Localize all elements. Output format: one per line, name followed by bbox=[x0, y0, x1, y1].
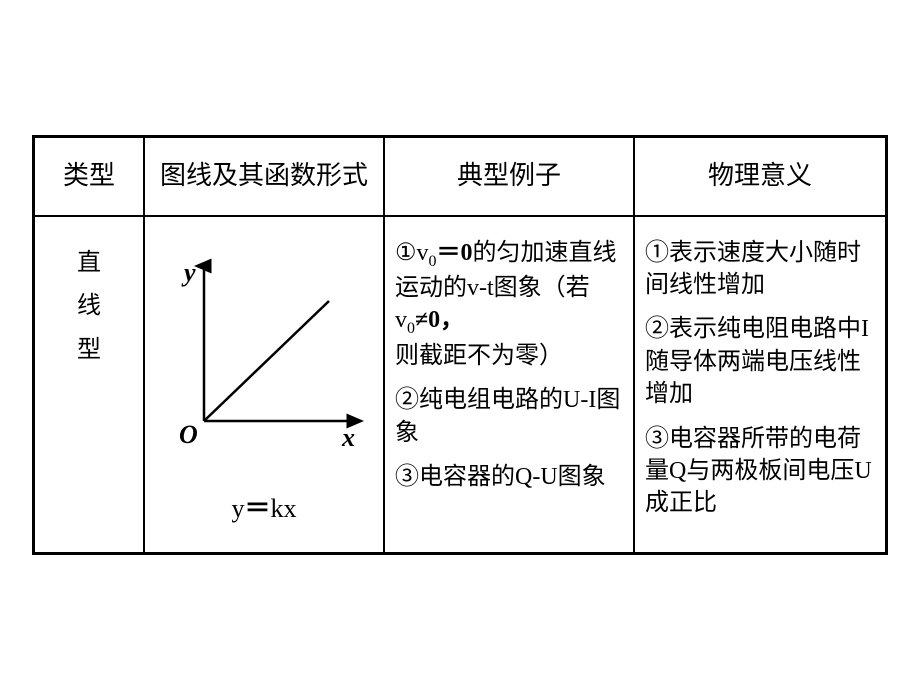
x-axis-label: x bbox=[341, 423, 355, 451]
eq-equals: ＝ bbox=[244, 494, 270, 523]
ex1-prefix: ①v bbox=[395, 240, 429, 266]
ex1-bold2: ≠0， bbox=[415, 307, 464, 333]
table-body-row: 直 线 型 y x O bbox=[35, 217, 885, 552]
ex1-suffix: 则截距不为零） bbox=[395, 343, 563, 369]
type-char-1: 直 bbox=[77, 247, 101, 281]
meaning-3: ③电容器所带的电荷量Q与两极板间电压U成正比 bbox=[645, 423, 875, 520]
header-examples: 典型例子 bbox=[385, 138, 635, 214]
physics-table: 类型 图线及其函数形式 典型例子 物理意义 直 线 型 bbox=[32, 135, 888, 555]
example-3: ③电容器的Q-U图象 bbox=[395, 461, 606, 493]
meaning-1: ①表示速度大小随时间线性增加 bbox=[645, 237, 875, 302]
eq-kx: kx bbox=[271, 494, 297, 523]
type-cell: 直 线 型 bbox=[35, 217, 145, 552]
header-type: 类型 bbox=[35, 138, 145, 214]
header-graph: 图线及其函数形式 bbox=[145, 138, 385, 214]
ex1-sub1: 0 bbox=[429, 252, 437, 269]
examples-cell: ①v0＝0的匀加速直线运动的v-t图象（若v0≠0，则截距不为零） ②纯电组电路… bbox=[385, 217, 635, 552]
meaning-2: ②表示纯电阻电路中I随导体两端电压线性增加 bbox=[645, 313, 875, 410]
ex1-bold1: ＝0 bbox=[437, 240, 473, 266]
meanings-cell: ①表示速度大小随时间线性增加 ②表示纯电阻电路中I随导体两端电压线性增加 ③电容… bbox=[635, 217, 885, 552]
type-label: 直 线 型 bbox=[77, 247, 101, 368]
example-1: ①v0＝0的匀加速直线运动的v-t图象（若v0≠0，则截距不为零） bbox=[395, 237, 623, 373]
ex1-sub2: 0 bbox=[407, 320, 415, 337]
linear-line bbox=[204, 301, 329, 421]
header-meaning: 物理意义 bbox=[635, 138, 885, 214]
linear-chart: y x O bbox=[164, 251, 364, 451]
y-axis-label: y bbox=[181, 258, 196, 287]
equation-label: y＝kx bbox=[231, 491, 296, 527]
table-header-row: 类型 图线及其函数形式 典型例子 物理意义 bbox=[35, 138, 885, 216]
type-char-3: 型 bbox=[77, 334, 101, 368]
example-2: ②纯电组电路的U-I图象 bbox=[395, 384, 623, 449]
origin-label: O bbox=[179, 420, 198, 449]
eq-y: y bbox=[231, 494, 244, 523]
type-char-2: 线 bbox=[77, 290, 101, 324]
chart-cell: y x O y＝kx bbox=[145, 217, 385, 552]
